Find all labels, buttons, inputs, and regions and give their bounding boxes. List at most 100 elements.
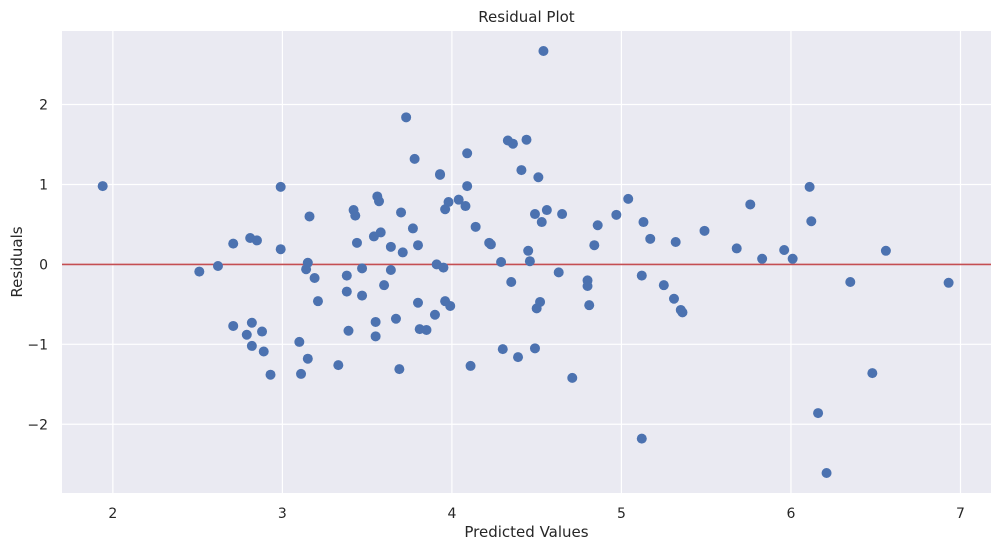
data-point [302, 353, 313, 364]
data-point [506, 276, 517, 287]
data-point [592, 220, 603, 231]
data-point [535, 296, 546, 307]
y-tick-label: −1 [27, 337, 48, 353]
data-point [821, 468, 832, 479]
data-point [401, 112, 412, 123]
data-point [636, 433, 647, 444]
data-point [421, 324, 432, 335]
data-point [390, 313, 401, 324]
x-gridlines [112, 31, 962, 493]
data-point [397, 247, 408, 258]
data-point [453, 194, 464, 205]
data-point [357, 290, 368, 301]
y-tick-label: 2 [39, 98, 48, 114]
data-point [670, 237, 681, 248]
data-point [312, 296, 323, 307]
data-point [228, 320, 239, 331]
data-point [296, 368, 307, 379]
data-point [429, 309, 440, 320]
data-point [645, 233, 656, 244]
data-point [529, 209, 540, 220]
data-point [241, 329, 252, 340]
data-point [699, 225, 710, 236]
x-tick-label: 2 [108, 506, 117, 522]
data-point [257, 326, 268, 337]
data-point [516, 165, 527, 176]
data-point [787, 253, 798, 264]
y-axis-label: Residuals [8, 226, 26, 297]
data-point [246, 317, 257, 328]
data-point [374, 196, 385, 207]
data-point [470, 221, 481, 232]
data-point [379, 280, 390, 291]
data-point [867, 368, 878, 379]
data-point [212, 260, 223, 271]
x-tick-label: 4 [447, 506, 456, 522]
data-point [536, 217, 547, 228]
y-tick-labels: −2 −1 0 1 2 [27, 98, 48, 434]
data-point [370, 316, 381, 327]
data-point [194, 266, 205, 277]
y-tick-label: −2 [27, 417, 48, 433]
data-point [413, 240, 424, 251]
data-point [745, 199, 756, 210]
data-point [611, 209, 622, 220]
data-points [97, 45, 954, 479]
data-point [309, 272, 320, 283]
x-tick-labels: 2 3 4 5 6 7 [108, 506, 965, 522]
data-point [341, 270, 352, 281]
x-tick-label: 7 [956, 506, 965, 522]
data-point [757, 253, 768, 264]
data-point [370, 331, 381, 342]
data-point [462, 181, 473, 192]
data-point [521, 134, 532, 145]
data-point [394, 364, 405, 375]
data-point [228, 238, 239, 249]
data-point [806, 216, 817, 227]
data-point [485, 239, 496, 250]
data-point [496, 257, 507, 267]
x-tick-label: 6 [786, 506, 795, 522]
data-point [343, 325, 354, 336]
data-point [246, 340, 257, 351]
x-axis-label: Predicted Values [464, 523, 588, 541]
data-point [804, 181, 815, 192]
data-point [351, 237, 362, 248]
data-point [538, 45, 549, 56]
data-point [445, 300, 456, 311]
data-point [357, 263, 368, 274]
data-point [507, 138, 518, 149]
data-point [557, 209, 568, 220]
data-point [779, 245, 790, 256]
data-point [304, 211, 315, 222]
data-point [529, 343, 540, 354]
data-point [407, 223, 418, 234]
data-point [658, 280, 669, 291]
data-point [294, 336, 305, 347]
data-point [513, 352, 524, 363]
data-point [265, 369, 276, 380]
data-point [584, 300, 595, 311]
data-point [97, 181, 108, 192]
data-point [638, 217, 649, 228]
data-point [333, 360, 344, 371]
data-point [582, 280, 593, 291]
x-tick-label: 5 [617, 506, 626, 522]
data-point [636, 270, 647, 281]
data-point [813, 408, 824, 419]
data-point [275, 181, 286, 192]
data-point [880, 245, 891, 256]
data-point [385, 264, 396, 275]
data-point [385, 241, 396, 252]
data-point [341, 286, 352, 297]
data-point [943, 277, 954, 288]
data-point [435, 169, 446, 180]
data-point [275, 244, 286, 255]
data-point [533, 172, 544, 183]
data-point [302, 257, 313, 268]
data-point [731, 243, 742, 254]
data-point [438, 262, 449, 273]
data-point [443, 197, 454, 208]
